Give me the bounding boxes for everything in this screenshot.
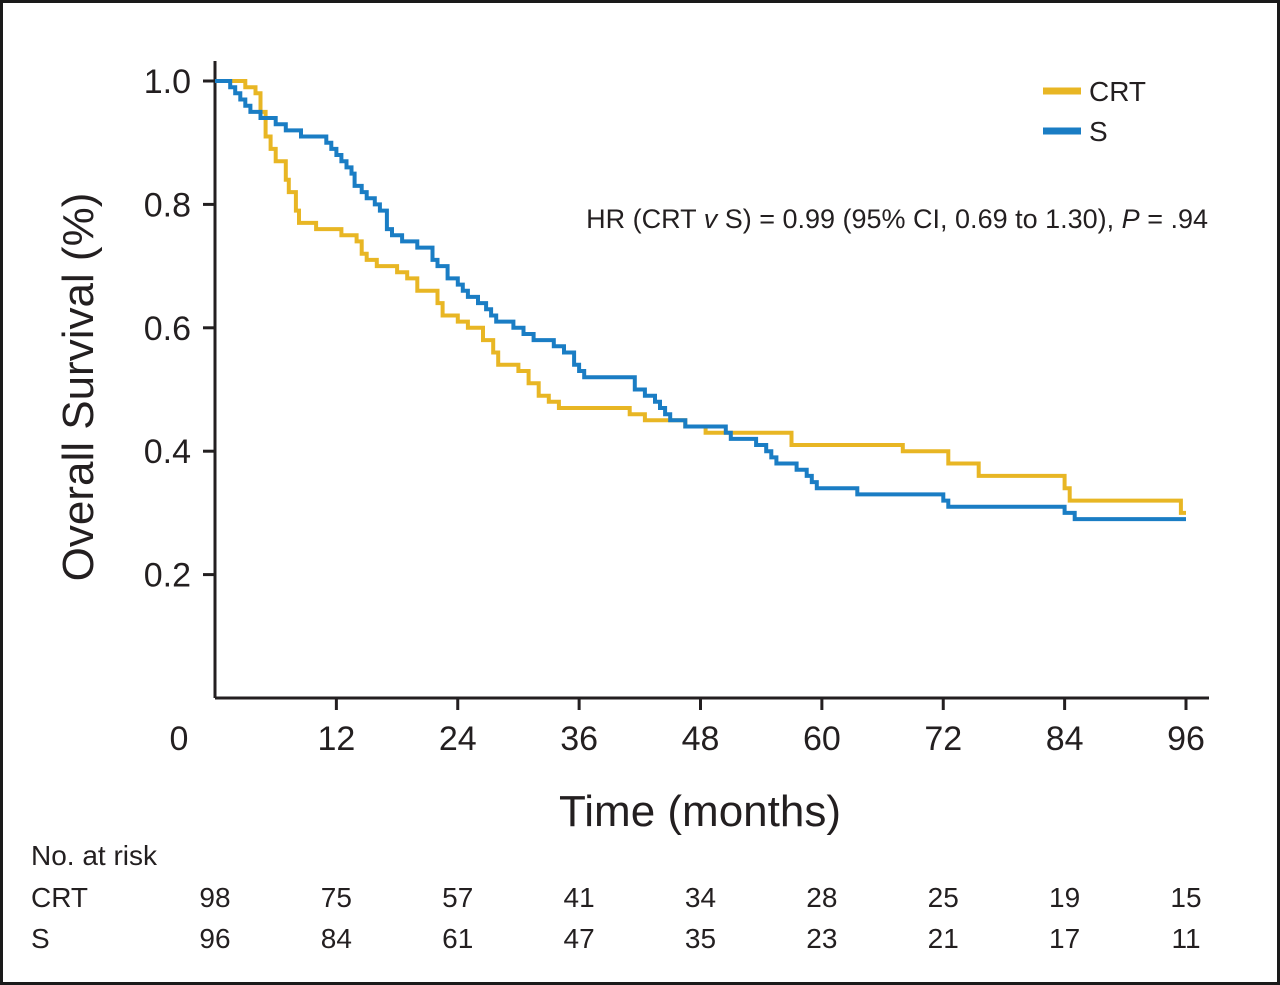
risk-value: 41 [564, 882, 595, 913]
risk-value: 21 [928, 923, 959, 954]
risk-value: 34 [685, 882, 716, 913]
x-axis-label: Time (months) [559, 787, 841, 836]
hr-p: P [1122, 204, 1140, 234]
x-tick-label: 24 [439, 720, 477, 758]
y-ticks: 0.2 0.4 0.6 0.8 1.0 [144, 63, 215, 595]
x-tick-label: 72 [924, 720, 962, 758]
km-plot: 0.2 0.4 0.6 0.8 1.0 0 12 24 36 48 60 72 84 96 Overal… [31, 61, 1209, 954]
survival-curve-s [215, 79, 1186, 522]
risk-value: 17 [1049, 923, 1080, 954]
legend: CRT S [1043, 76, 1146, 147]
risk-row-label: CRT [31, 882, 88, 913]
hr-middle: S) = 0.99 (95% CI, 0.69 to 1.30), [717, 204, 1121, 234]
x-tick-label: 12 [317, 720, 355, 758]
legend-label-s: S [1089, 116, 1108, 147]
risk-value: 23 [806, 923, 837, 954]
y-axis-label: Overall Survival (%) [54, 193, 103, 582]
hr-annotation: HR (CRT v S) = 0.99 (95% CI, 0.69 to 1.3… [586, 204, 1208, 234]
y-tick-label: 0.2 [144, 557, 191, 595]
x-tick-label: 60 [803, 720, 841, 758]
y-tick-label: 0.4 [144, 433, 191, 471]
survival-curves [215, 79, 1186, 522]
x-tick-label: 0 [170, 720, 189, 758]
risk-value: 11 [1171, 923, 1200, 954]
x-tick-label: 48 [682, 720, 720, 758]
risk-value: 35 [685, 923, 716, 954]
survival-curve-crt [215, 79, 1186, 515]
risk-value: 57 [442, 882, 473, 913]
risk-rows: CRT 98 75 57 41 34 28 25 19 15 S 96 84 61 47 35 23 21 17 11 [31, 882, 1202, 954]
risk-value: 61 [442, 923, 473, 954]
risk-value: 47 [564, 923, 595, 954]
x-tick-label: 36 [560, 720, 598, 758]
risk-row-label: S [31, 923, 50, 954]
x-tick-label: 84 [1046, 720, 1084, 758]
risk-value: 15 [1170, 882, 1201, 913]
y-tick-label: 1.0 [144, 63, 191, 101]
risk-table: No. at risk CRT 98 75 57 41 34 28 25 19 15 S 96 84 61… [31, 840, 1202, 954]
risk-value: 19 [1049, 882, 1080, 913]
x-ticks: 0 12 24 36 48 60 72 84 96 [170, 698, 1205, 758]
y-tick-label: 0.8 [144, 186, 191, 224]
risk-value: 28 [806, 882, 837, 913]
risk-value: 98 [199, 882, 230, 913]
hr-suffix: = .94 [1140, 204, 1208, 234]
y-tick-label: 0.6 [144, 310, 191, 348]
x-tick-label: 96 [1167, 720, 1205, 758]
hr-v: v [704, 204, 719, 234]
risk-value: 84 [321, 923, 352, 954]
risk-value: 25 [928, 882, 959, 913]
risk-table-title: No. at risk [31, 840, 158, 871]
risk-value: 75 [321, 882, 352, 913]
legend-label-crt: CRT [1089, 76, 1146, 107]
risk-value: 96 [199, 923, 230, 954]
hr-prefix: HR (CRT [586, 204, 704, 234]
